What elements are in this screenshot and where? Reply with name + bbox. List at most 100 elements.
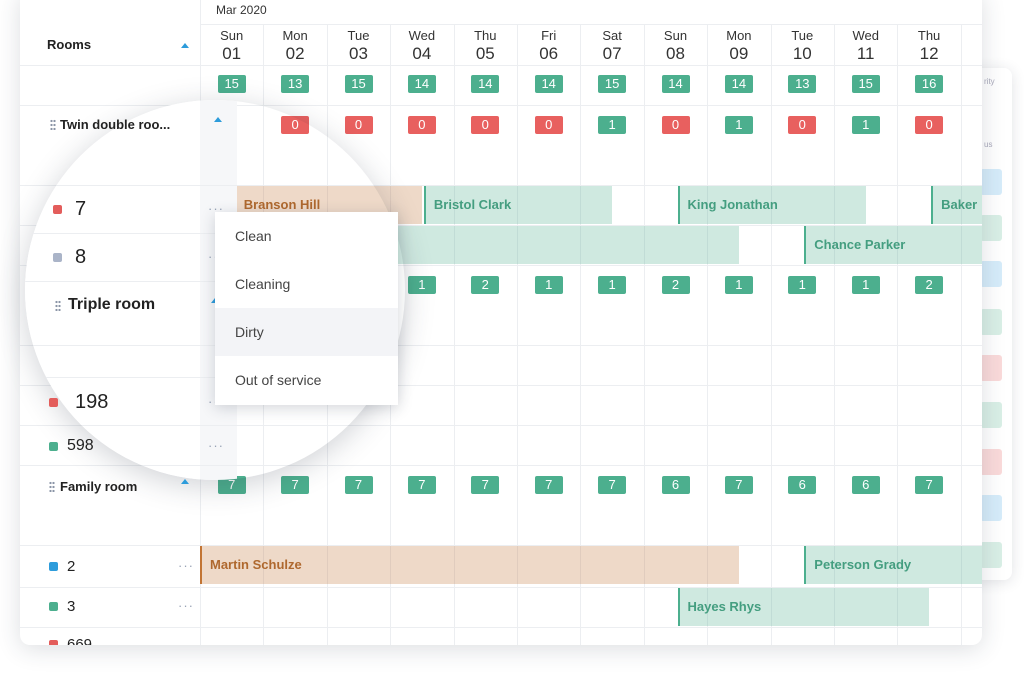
booking[interactable]: Bristol Clark (423, 186, 613, 224)
guest-name: Bristol Clark (433, 197, 512, 212)
count-badge: 0 (915, 116, 944, 134)
sort-arrow[interactable] (181, 43, 189, 48)
room-type: Family room (60, 479, 138, 495)
booking[interactable]: Chance Parker (804, 226, 982, 264)
weekday: Mon (282, 28, 308, 43)
menu-item[interactable]: Clean (215, 212, 398, 260)
menu-item[interactable]: Out of service (215, 356, 398, 404)
weekday: Sat (602, 28, 622, 43)
room-number: 8 (75, 246, 87, 268)
booking[interactable]: Baker (931, 186, 982, 224)
lens-row-line (25, 281, 237, 282)
row-line (20, 465, 982, 466)
weekday: Wed (852, 28, 879, 43)
row-line (20, 265, 982, 266)
count-badge: 1 (598, 276, 627, 294)
more-menu[interactable]: ··· (208, 438, 224, 453)
count-badge: 1 (851, 116, 880, 134)
day-line (960, 24, 962, 645)
weekday: Fri (541, 28, 557, 43)
weekday: Mon (726, 28, 752, 43)
room-number: 598 (67, 437, 94, 455)
status-square (49, 562, 58, 571)
drag-handle[interactable] (50, 119, 56, 130)
booking-bg (806, 226, 982, 264)
drag-handle[interactable] (49, 481, 55, 492)
booking-bg (425, 186, 613, 224)
count-badge: 0 (344, 116, 373, 134)
row-line (20, 65, 982, 66)
day-line (580, 24, 582, 645)
rooms-header[interactable]: Rooms (47, 37, 92, 52)
row-line (20, 185, 982, 186)
guest-name: Chance Parker (814, 237, 906, 252)
weekday: Tue (791, 28, 814, 43)
more-menu[interactable]: ··· (178, 598, 194, 613)
booking[interactable]: King Jonathan (677, 186, 866, 224)
menu-item[interactable]: Dirty (215, 308, 398, 356)
booking[interactable]: Peterson Grady (804, 546, 982, 584)
booking-bg (933, 186, 982, 224)
sort-arrow[interactable] (181, 479, 189, 484)
booking[interactable]: Hayes Rhys (677, 588, 930, 626)
lens-row-line (25, 465, 237, 466)
day-line (707, 24, 709, 645)
count-badge: 2 (661, 276, 690, 294)
row-line (20, 627, 982, 628)
date: 12 (919, 44, 939, 63)
status-dropdown[interactable] (980, 542, 1002, 568)
date: 01 (222, 44, 242, 63)
status-dropdown[interactable] (980, 402, 1002, 428)
row-line (20, 425, 982, 426)
status-square (49, 640, 58, 645)
count-badge: 15 (344, 75, 373, 93)
count-badge: 2 (471, 276, 500, 294)
count-badge: 1 (724, 116, 753, 134)
status-dropdown[interactable] (980, 355, 1002, 381)
weekday: Thu (474, 28, 497, 43)
date: 05 (475, 44, 495, 63)
room-number: 669 (67, 636, 93, 653)
guest-name: Martin Schulze (210, 557, 302, 572)
room-number: 7 (75, 198, 87, 220)
row-line (20, 385, 982, 386)
count-badge: 0 (661, 116, 690, 134)
status-dropdown[interactable] (980, 215, 1002, 241)
more-menu[interactable]: ··· (178, 558, 194, 573)
row-line (20, 545, 982, 546)
status-dropdown[interactable] (980, 169, 1002, 195)
calendar: Rooms Mar 2020 Sun 01 Mon 02 Tue 03 Wed 04 Thu 05 Fr… (20, 0, 982, 645)
lens-row-line (25, 185, 237, 186)
count-badge: 14 (534, 75, 563, 93)
guest-name: Hayes Rhys (687, 599, 762, 614)
status-dropdown[interactable] (980, 309, 1002, 335)
count-badge: 2 (915, 276, 944, 294)
date: 06 (539, 44, 559, 63)
count-badge: 7 (407, 476, 436, 494)
status-square (49, 602, 58, 611)
date: 11 (856, 44, 875, 63)
day-line (897, 24, 899, 645)
status-dropdown[interactable] (980, 495, 1002, 521)
guest-name: King Jonathan (687, 197, 778, 212)
room-number: 2 (67, 558, 76, 575)
guest-name: Peterson Grady (814, 557, 912, 572)
side-label: rity (984, 77, 995, 86)
status-dropdown[interactable] (980, 449, 1002, 475)
date: 07 (602, 44, 622, 63)
drag-handle[interactable] (55, 300, 61, 311)
status-square (49, 398, 58, 407)
date: 10 (792, 44, 812, 63)
menu-item[interactable]: Cleaning (215, 260, 398, 308)
booking[interactable]: Martin Schulze (200, 546, 739, 584)
sort-arrow[interactable] (214, 117, 222, 122)
status-dropdown[interactable] (980, 261, 1002, 287)
lens-row-line (25, 425, 237, 426)
status-menu: Clean Cleaning Dirty Out of service (215, 212, 398, 405)
booking-bg (679, 186, 866, 224)
header-line (200, 24, 982, 25)
count-badge: 7 (598, 476, 627, 494)
day-line (453, 24, 455, 645)
side-label: us (984, 140, 993, 149)
